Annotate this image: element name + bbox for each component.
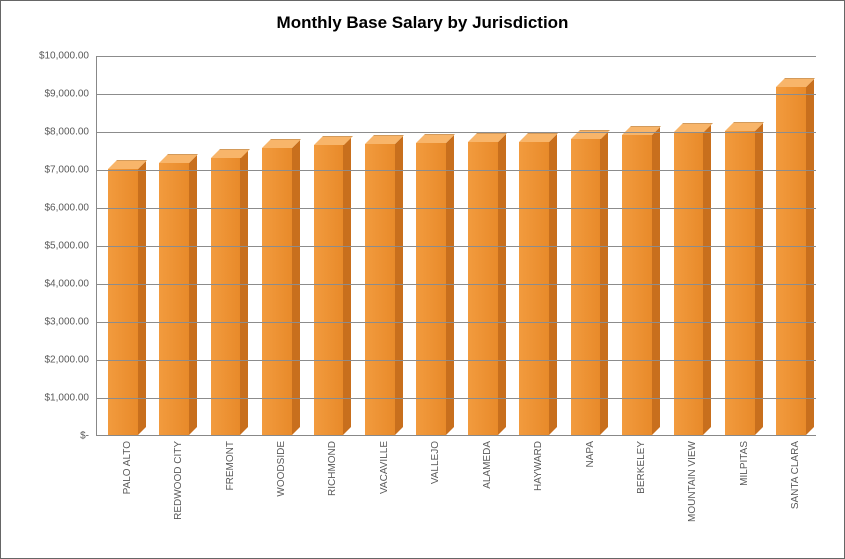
x-tick-label: RICHMOND: [327, 441, 338, 496]
bar-side: [395, 136, 403, 435]
bar: [519, 142, 549, 435]
bar-front: [776, 87, 806, 435]
bar: [468, 142, 498, 435]
grid-line: [97, 284, 816, 285]
grid-line: [97, 56, 816, 57]
grid-line: [97, 398, 816, 399]
bar-front: [416, 143, 446, 435]
chart-title: Monthly Base Salary by Jurisdiction: [1, 13, 844, 33]
bar-side: [600, 131, 608, 435]
bar-side: [240, 150, 248, 435]
grid-line: [97, 132, 816, 133]
bar-side: [343, 137, 351, 435]
x-tick-label: ALAMEDA: [482, 441, 493, 489]
bar-front: [314, 145, 344, 435]
y-tick-label: $3,000.00: [45, 317, 90, 328]
y-tick-label: $7,000.00: [45, 165, 90, 176]
bar-front: [211, 158, 241, 435]
bar: [571, 139, 601, 435]
bar-side: [446, 135, 454, 435]
y-tick-label: $2,000.00: [45, 355, 90, 366]
grid-line: [97, 322, 816, 323]
y-tick-label: $10,000.00: [39, 51, 89, 62]
bar-side: [138, 161, 146, 435]
y-tick-label: $6,000.00: [45, 203, 90, 214]
grid-line: [97, 170, 816, 171]
x-tick-label: SANTA CLARA: [790, 441, 801, 509]
bar: [776, 87, 806, 435]
bar-front: [571, 139, 601, 435]
x-tick-label: FREMONT: [225, 441, 236, 490]
x-tick-label: NAPA: [585, 441, 596, 468]
bar-side: [189, 155, 197, 435]
bar-front: [468, 142, 498, 435]
bar: [416, 143, 446, 435]
bar-side: [652, 127, 660, 435]
bar: [314, 145, 344, 435]
y-tick-label: $9,000.00: [45, 89, 90, 100]
plot-area: PALO ALTOREDWOOD CITYFREMONTWOODSIDERICH…: [96, 56, 816, 436]
grid-line: [97, 246, 816, 247]
x-tick-label: VACAVILLE: [379, 441, 390, 494]
x-tick-label: REDWOOD CITY: [173, 441, 184, 520]
grid-line: [97, 94, 816, 95]
x-tick-label: PALO ALTO: [122, 441, 133, 494]
y-tick-label: $5,000.00: [45, 241, 90, 252]
chart-frame: Monthly Base Salary by Jurisdiction PALO…: [0, 0, 845, 559]
y-tick-label: $-: [80, 431, 89, 442]
x-tick-label: MILPITAS: [739, 441, 750, 486]
x-tick-label: BERKELEY: [636, 441, 647, 494]
bar-front: [519, 142, 549, 435]
y-tick-label: $4,000.00: [45, 279, 90, 290]
x-tick-label: MOUNTAIN VIEW: [687, 441, 698, 522]
bar-front: [159, 163, 189, 435]
bar-side: [292, 140, 300, 435]
y-tick-label: $8,000.00: [45, 127, 90, 138]
x-tick-label: VALLEJO: [430, 441, 441, 484]
bar: [159, 163, 189, 435]
bar: [262, 148, 292, 435]
bar: [211, 158, 241, 435]
x-tick-label: WOODSIDE: [276, 441, 287, 497]
grid-line: [97, 360, 816, 361]
bar-front: [365, 144, 395, 435]
x-tick-label: HAYWARD: [533, 441, 544, 491]
y-tick-label: $1,000.00: [45, 393, 90, 404]
bar: [365, 144, 395, 435]
bar-front: [262, 148, 292, 435]
grid-line: [97, 208, 816, 209]
